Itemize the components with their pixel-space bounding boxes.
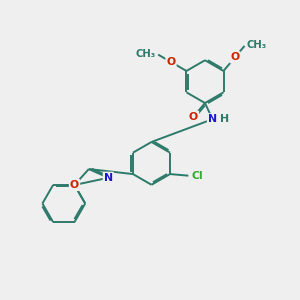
Text: N: N	[104, 173, 113, 183]
Text: O: O	[189, 112, 198, 122]
Text: N: N	[208, 114, 217, 124]
Text: H: H	[220, 114, 230, 124]
Text: CH₃: CH₃	[136, 49, 156, 59]
Text: CH₃: CH₃	[247, 40, 267, 50]
Text: Cl: Cl	[191, 171, 203, 181]
Text: O: O	[230, 52, 239, 62]
Text: O: O	[167, 57, 176, 67]
Text: O: O	[70, 180, 79, 190]
